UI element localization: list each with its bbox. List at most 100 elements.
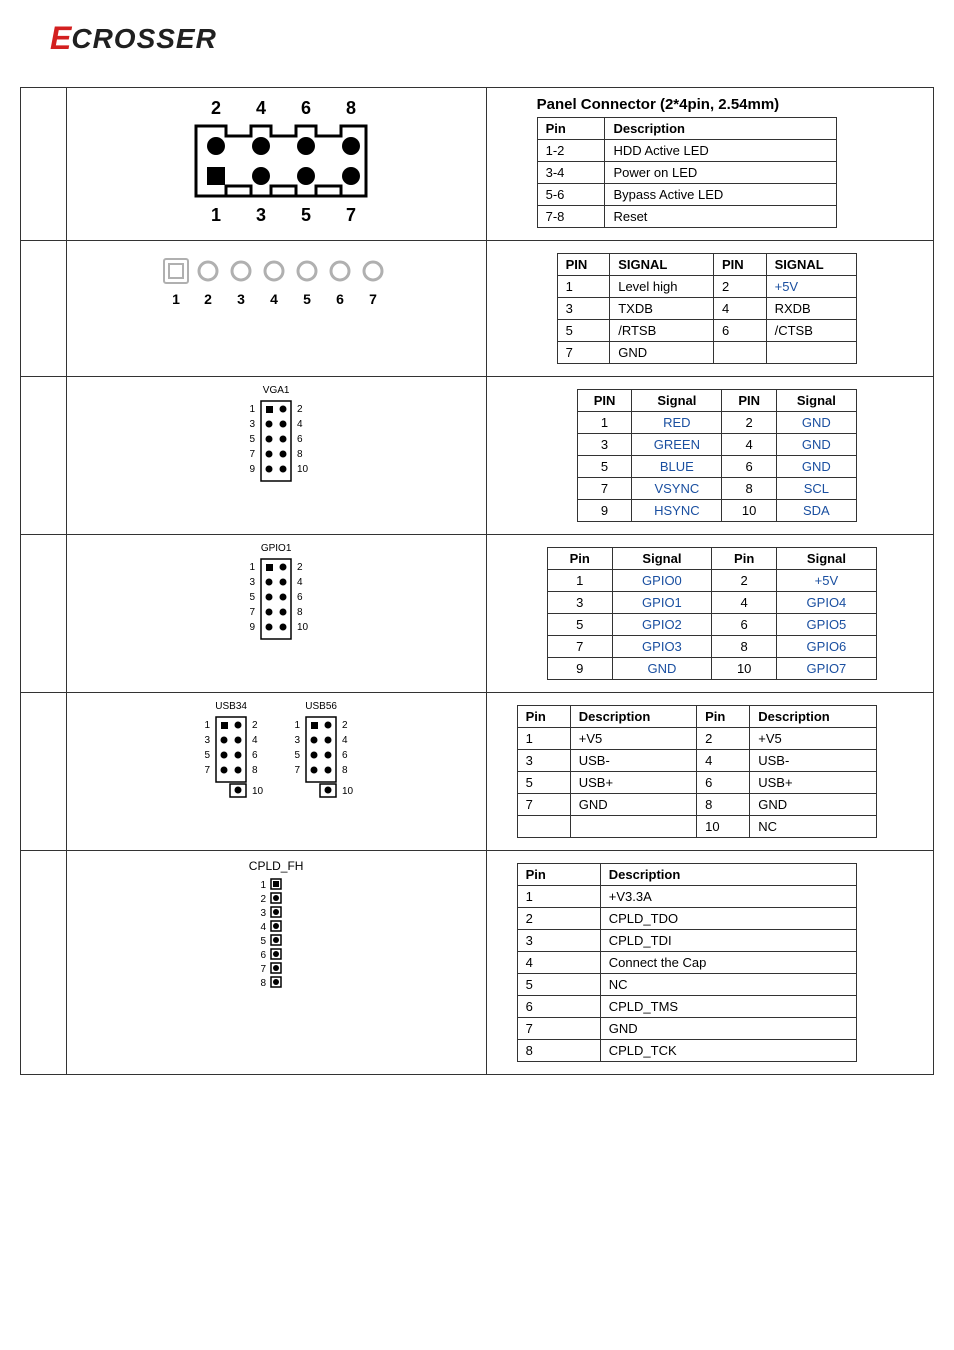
pin-label: 10 [297,464,309,475]
cell: VSYNC [632,478,722,500]
cell: 1 [557,276,610,298]
pin-label: 2 [297,562,303,573]
cell: 6 [517,996,600,1018]
table-header: PIN [722,390,777,412]
pin-label: 8 [261,978,267,989]
pin-label: 8 [342,765,348,776]
table-row: 10NC [517,816,876,838]
pin-label: 2 [211,98,221,118]
cell: NC [600,974,856,996]
pin-label: 9 [250,464,256,475]
pin-label: 7 [250,607,256,618]
pin-label: 2 [204,291,212,307]
table-row: 6CPLD_TMS [517,996,856,1018]
cell: 3-4 [537,162,605,184]
cell: 7 [577,478,632,500]
pin-label: 5 [250,434,256,445]
cell: GREEN [632,434,722,456]
cell: BLUE [632,456,722,478]
cell: 7 [557,342,610,364]
table-row: 1Level high2+5V [557,276,856,298]
cell: 7-8 [537,206,605,228]
row6-spacer [21,851,67,1075]
pin-label: 1 [211,205,221,225]
cell: 5 [557,320,610,342]
pin-label: 4 [297,577,303,588]
pin-label: 8 [297,449,303,460]
row1-table-cell: Panel Connector (2*4pin, 2.54mm) Pin Des… [486,88,933,241]
cell: SDA [777,500,857,522]
cell: GPIO0 [612,570,711,592]
pin-label: 5 [261,936,267,947]
pin-label: 4 [261,922,267,933]
pin-label: 4 [342,735,348,746]
pin-label: 5 [301,205,311,225]
pinout-grid: 2 4 6 8 1 3 5 7 Panel Connector (2*4pin,… [20,87,934,1075]
cell: 7 [547,636,612,658]
cell: 8 [697,794,750,816]
pin-label: 8 [297,607,303,618]
table-row: 1+V3.3A [517,886,856,908]
table-header: Signal [777,548,876,570]
table-row: 7GPIO38GPIO6 [547,636,876,658]
table-header: PIN [557,254,610,276]
cell: GPIO7 [777,658,876,680]
cell: 6 [697,772,750,794]
pin-label: 4 [252,735,258,746]
gpio-header-diagram: 1 2 3 4 5 6 7 8 9 10 [241,554,311,644]
cell: 2 [517,908,600,930]
cell: /RTSB [610,320,714,342]
cell: Connect the Cap [600,952,856,974]
row4-diagram-cell: GPIO1 1 2 3 4 5 6 7 8 9 10 [66,535,486,693]
pin-label: 5 [250,592,256,603]
cell: 3 [517,930,600,952]
logo-prefix: E [50,20,71,57]
row6-diagram-cell: CPLD_FH 1 2 3 4 5 6 7 8 [66,851,486,1075]
table-row: 9GND10GPIO7 [547,658,876,680]
table-row: 1-2HDD Active LED [537,140,836,162]
cell: GND [777,434,857,456]
table-header: PIN [714,254,767,276]
cell: Level high [610,276,714,298]
cell: +V5 [570,728,696,750]
table-header: Description [750,706,876,728]
row4-spacer [21,535,67,693]
row5-spacer [21,693,67,851]
table-header: Signal [777,390,857,412]
cell: 1-2 [537,140,605,162]
table-header: Signal [612,548,711,570]
pin-label: 7 [346,205,356,225]
pin-label: 4 [256,98,266,118]
table-header: SIGNAL [610,254,714,276]
cpld-header-diagram: 1 2 3 4 5 6 7 8 [246,873,306,993]
table-header: Signal [632,390,722,412]
cell: 3 [517,750,570,772]
table-row: 1+V52+V5 [517,728,876,750]
gpio-title: GPIO1 [75,543,478,554]
cell: 8 [517,1040,600,1062]
pin-label: 9 [250,622,256,633]
cell: GPIO6 [777,636,876,658]
pin-label: 8 [252,765,258,776]
pin-label: 2 [252,720,258,731]
table-header: Pin [537,118,605,140]
cell: RXDB [766,298,856,320]
cell: USB- [570,750,696,772]
pin-label: 2 [261,894,267,905]
cell: USB- [750,750,876,772]
vga-header-diagram: 1 2 3 4 5 6 7 8 9 10 [241,396,311,486]
pin-label: 7 [261,964,267,975]
cell: 1 [577,412,632,434]
pin-label: 7 [369,291,377,307]
cell: 2 [714,276,767,298]
pin-label: 7 [205,765,211,776]
cell: 8 [712,636,777,658]
cell: SCL [777,478,857,500]
row3-table-cell: PIN Signal PIN Signal 1RED2GND 3GREEN4GN… [486,377,933,535]
pin-label: 6 [252,750,258,761]
usb34-title: USB34 [196,701,266,712]
table-row: 3-4Power on LED [537,162,836,184]
pin-label: 10 [297,622,309,633]
row6-table-cell: Pin Description 1+V3.3A 2CPLD_TDO 3CPLD_… [486,851,933,1075]
pin-label: 3 [261,908,267,919]
